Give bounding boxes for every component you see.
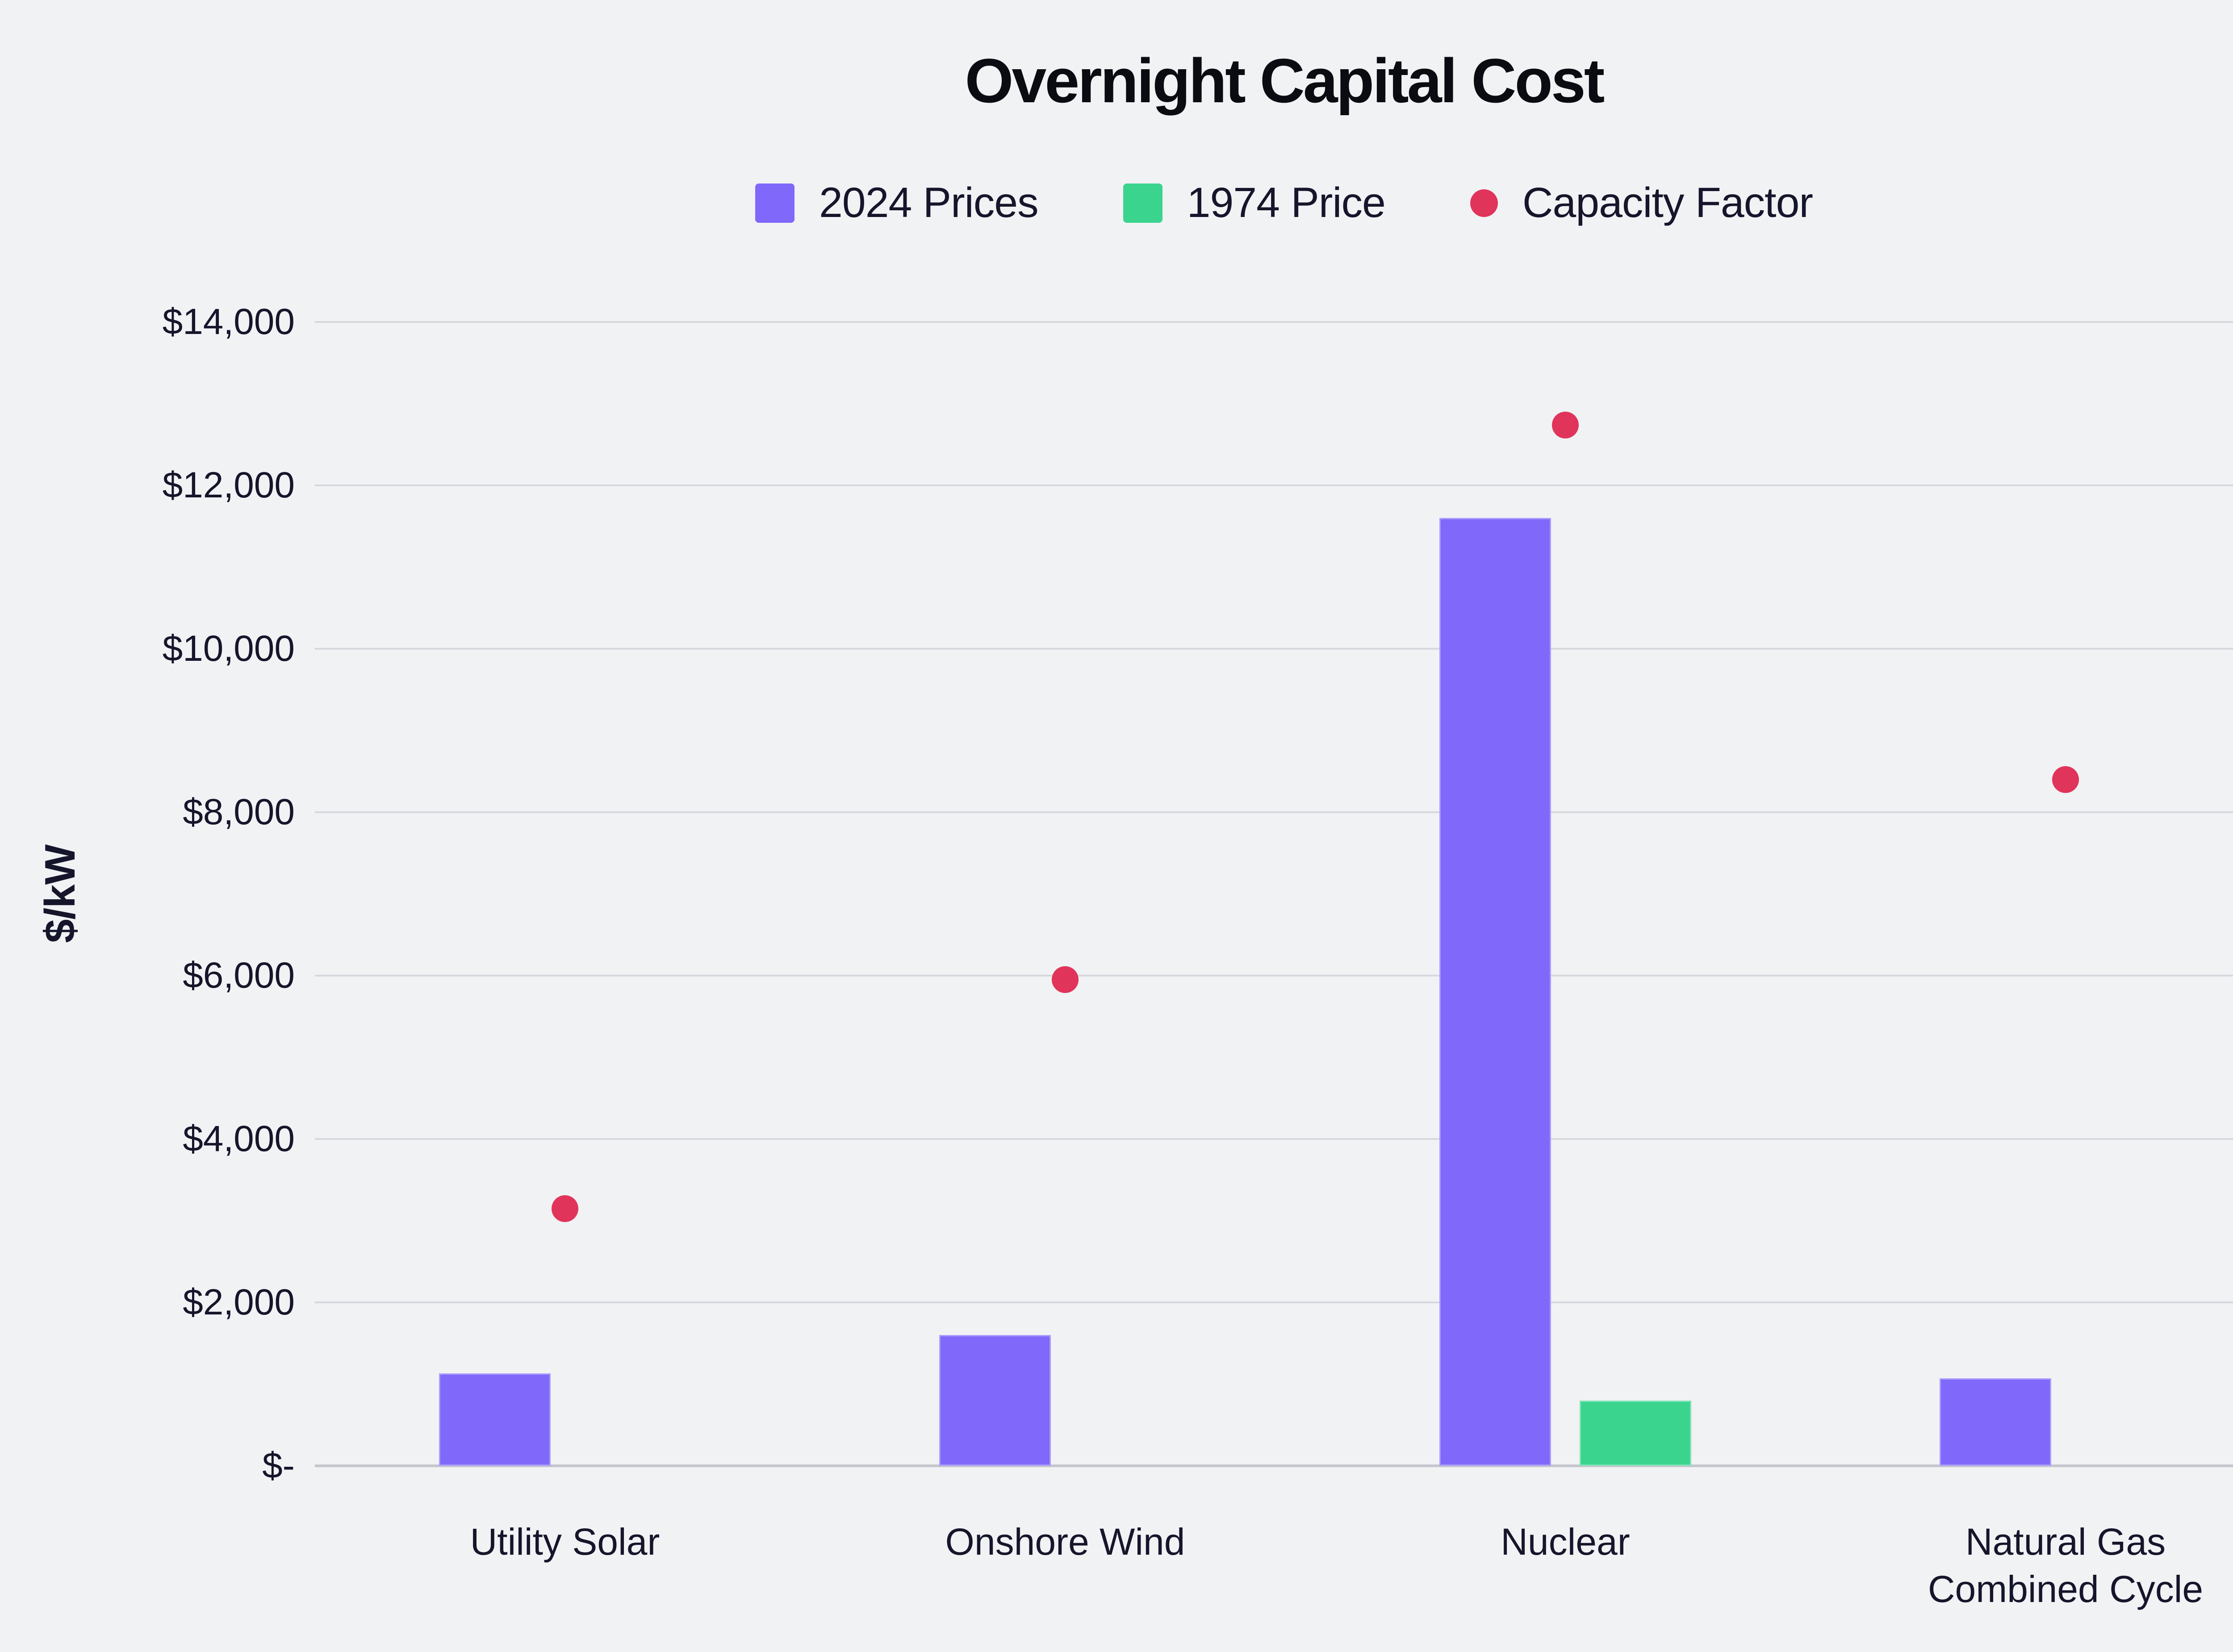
y-tick-label-left: $12,000 xyxy=(162,465,295,505)
bar-2024-prices-onshore-wind xyxy=(939,1335,1051,1466)
y-tick-label-left: $4,000 xyxy=(183,1118,295,1159)
bar-1974-price-nuclear xyxy=(1580,1400,1691,1466)
gridline xyxy=(315,321,2233,323)
bar-2024-prices-nuclear xyxy=(1439,518,1551,1466)
x-tick-label-natural-gas-combined-cycle: Natural Gas Combined Cycle xyxy=(1928,1521,2204,1610)
gridline xyxy=(315,648,2233,650)
gridline xyxy=(315,1302,2233,1303)
legend-item-1974-price[interactable]: 1974 Price xyxy=(1123,179,1386,227)
y-tick-label-left: $2,000 xyxy=(183,1282,295,1322)
y-tick-label-left: $- xyxy=(262,1445,295,1486)
chart-title: Overnight Capital Cost xyxy=(965,46,1605,116)
legend-dot-icon xyxy=(1470,189,1498,217)
gridline xyxy=(315,484,2233,486)
legend-item-2024-prices[interactable]: 2024 Prices xyxy=(755,179,1039,227)
y-tick-label-left: $14,000 xyxy=(162,301,295,342)
y-tick-label-left: $10,000 xyxy=(162,628,295,669)
x-tick-label-nuclear: Nuclear xyxy=(1501,1521,1630,1563)
gridline xyxy=(315,1138,2233,1140)
legend-item-capacity-factor[interactable]: Capacity Factor xyxy=(1470,179,1813,227)
bar-2024-prices-utility-solar xyxy=(439,1373,551,1466)
y-tick-label-left: $8,000 xyxy=(183,792,295,832)
legend: 2024 Prices 1974 Price Capacity Factor xyxy=(0,179,2233,227)
legend-item-label: Capacity Factor xyxy=(1522,179,1813,226)
x-tick-label-onshore-wind: Onshore Wind xyxy=(945,1521,1185,1563)
legend-item-label: 1974 Price xyxy=(1187,179,1386,226)
gridline xyxy=(315,811,2233,813)
y-tick-label-left: $6,000 xyxy=(183,955,295,996)
x-axis-baseline xyxy=(315,1464,2233,1467)
capacity-factor-dot-natural-gas-combined-cycle xyxy=(2052,766,2079,793)
x-tick-label-utility-solar: Utility Solar xyxy=(470,1521,660,1563)
capacity-factor-dot-utility-solar xyxy=(552,1195,578,1222)
bar-2024-prices-natural-gas-combined-cycle xyxy=(1940,1378,2051,1466)
legend-swatch-icon xyxy=(1123,183,1162,223)
legend-swatch-icon xyxy=(755,183,795,223)
legend-item-label: 2024 Prices xyxy=(819,179,1039,226)
capacity-factor-dot-nuclear xyxy=(1552,411,1579,438)
capacity-factor-dot-onshore-wind xyxy=(1052,966,1079,993)
gridline xyxy=(315,975,2233,976)
